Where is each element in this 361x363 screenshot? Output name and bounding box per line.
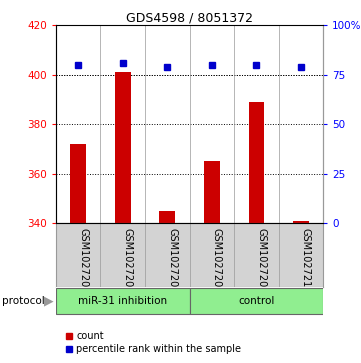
Bar <box>190 288 323 314</box>
Text: GSM1027207: GSM1027207 <box>167 228 177 294</box>
Bar <box>293 221 309 223</box>
Bar <box>160 211 175 223</box>
Title: GDS4598 / 8051372: GDS4598 / 8051372 <box>126 11 253 24</box>
Legend: count, percentile rank within the sample: count, percentile rank within the sample <box>61 327 245 358</box>
Bar <box>56 288 190 314</box>
Text: GSM1027205: GSM1027205 <box>78 228 88 294</box>
Bar <box>248 102 264 223</box>
Text: GSM1027208: GSM1027208 <box>212 228 222 294</box>
Text: GSM1027206: GSM1027206 <box>123 228 133 294</box>
Bar <box>70 144 86 223</box>
Text: GSM1027209: GSM1027209 <box>256 228 266 294</box>
Text: GSM1027210: GSM1027210 <box>301 228 311 294</box>
Bar <box>204 162 219 223</box>
Bar <box>115 72 131 223</box>
Text: protocol: protocol <box>2 296 44 306</box>
Text: miR-31 inhibition: miR-31 inhibition <box>78 296 167 306</box>
Text: ▶: ▶ <box>44 295 54 308</box>
Text: control: control <box>238 296 274 306</box>
